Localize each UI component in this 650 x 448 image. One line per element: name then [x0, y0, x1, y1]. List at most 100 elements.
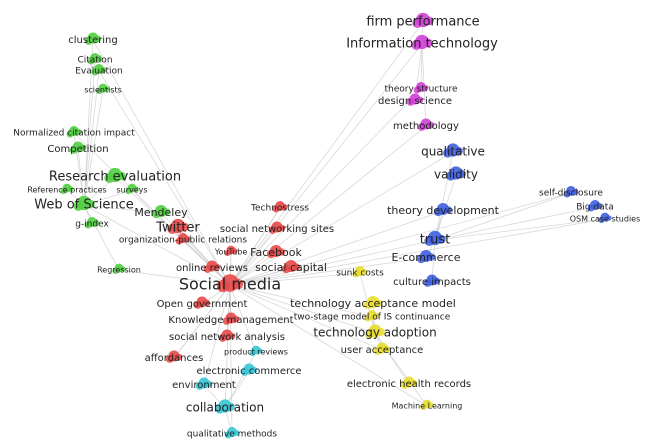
edge: [229, 207, 281, 286]
node-label: OSM case studies: [570, 215, 641, 224]
node-bubble: [412, 17, 423, 29]
node-label: Technostress: [250, 204, 309, 214]
node-label: E-commerce: [392, 251, 461, 264]
node-bubble: [424, 38, 433, 48]
node-label: theory structure: [384, 85, 457, 95]
node-bubble: [94, 35, 102, 43]
node-label: Citation: [77, 56, 112, 66]
node-bubble: [224, 431, 232, 439]
node-bubble: [352, 270, 360, 278]
node-bubble: [376, 328, 385, 336]
node-bubble: [233, 430, 240, 436]
edge: [229, 284, 383, 351]
node-label: electronic commerce: [196, 366, 301, 377]
node-bubble: [66, 130, 74, 138]
node-bubble: [446, 171, 456, 181]
edge: [229, 21, 424, 286]
node-bubble: [411, 39, 422, 51]
node-label: Social media: [179, 275, 281, 294]
node-bubble: [68, 186, 74, 192]
node-bubble: [60, 187, 67, 195]
node-bubble: [73, 200, 84, 212]
node-bubble: [606, 215, 612, 221]
node-bubble: [228, 332, 236, 340]
node-label: collaboration: [186, 401, 264, 415]
node-bubble: [281, 264, 291, 274]
node-label: electronic health records: [347, 379, 471, 390]
edge: [98, 70, 231, 286]
edge: [92, 39, 231, 286]
node-bubble: [427, 253, 436, 261]
edge: [229, 218, 606, 286]
node-bubble: [373, 313, 380, 319]
node-bubble: [112, 267, 119, 275]
node-bubble: [596, 203, 603, 209]
edge: [229, 125, 427, 286]
node-bubble: [373, 347, 382, 355]
edge: [229, 272, 361, 286]
node-label: self-disclosure: [539, 189, 603, 199]
node-bubble: [266, 249, 276, 259]
node-label: Machine Learning: [392, 402, 463, 411]
node-bubble: [249, 349, 256, 357]
node-label: qualitative: [421, 145, 485, 159]
node-label: Reference practices: [27, 186, 106, 195]
node-bubble: [420, 403, 427, 411]
node-bubble: [413, 86, 421, 94]
node-bubble: [205, 380, 213, 388]
node-label: Evaluation: [75, 67, 123, 77]
node-bubble: [167, 223, 178, 235]
labels: firm performance Information technology th…: [13, 15, 640, 440]
node-label: social capital: [255, 261, 327, 274]
node-bubble: [422, 85, 429, 91]
edge: [83, 89, 104, 206]
node-bubble: [433, 207, 443, 217]
node-bubble: [79, 144, 87, 152]
edge: [229, 284, 373, 318]
node-bubble: [400, 381, 409, 389]
edge: [77, 148, 85, 206]
node-bubble: [87, 57, 95, 65]
node-label: Open government: [157, 299, 248, 310]
node-bubble: [232, 278, 244, 290]
node-label: technology adoption: [313, 326, 436, 340]
node-label: two-stage model of IS continuance: [294, 313, 451, 323]
node-bubble: [437, 234, 446, 244]
node-bubble: [213, 263, 221, 271]
node-bubble: [232, 315, 240, 323]
edge: [229, 284, 257, 353]
edge: [229, 257, 427, 286]
node-label: social networking sites: [220, 224, 334, 235]
edge: [229, 88, 422, 286]
edge: [173, 284, 231, 359]
node-bubble: [86, 199, 95, 209]
node-bubble: [184, 236, 191, 242]
node-bubble: [281, 204, 288, 210]
node-bubble: [222, 317, 231, 325]
bubbles: [60, 12, 612, 439]
node-label: Regression: [97, 266, 141, 275]
node-label: qualitative methods: [187, 430, 277, 440]
node-label: Research evaluation: [49, 170, 181, 185]
node-bubble: [374, 299, 383, 307]
edge: [420, 43, 423, 90]
node-bubble: [257, 348, 263, 354]
node-label: product reviews: [224, 348, 288, 357]
node-bubble: [444, 206, 453, 214]
node-label: trust: [420, 233, 451, 248]
node-bubble: [598, 216, 605, 224]
edge: [83, 59, 96, 206]
edge: [434, 151, 454, 241]
node-bubble: [363, 300, 373, 310]
edge: [83, 204, 162, 214]
node-bubble: [104, 172, 115, 184]
node-bubble: [91, 68, 99, 76]
node-bubble: [120, 266, 126, 272]
node-bubble: [96, 87, 103, 95]
node-bubble: [226, 403, 235, 411]
node-bubble: [383, 345, 391, 353]
edge: [229, 284, 428, 407]
node-bubble: [133, 186, 139, 192]
node-bubble: [100, 67, 107, 73]
